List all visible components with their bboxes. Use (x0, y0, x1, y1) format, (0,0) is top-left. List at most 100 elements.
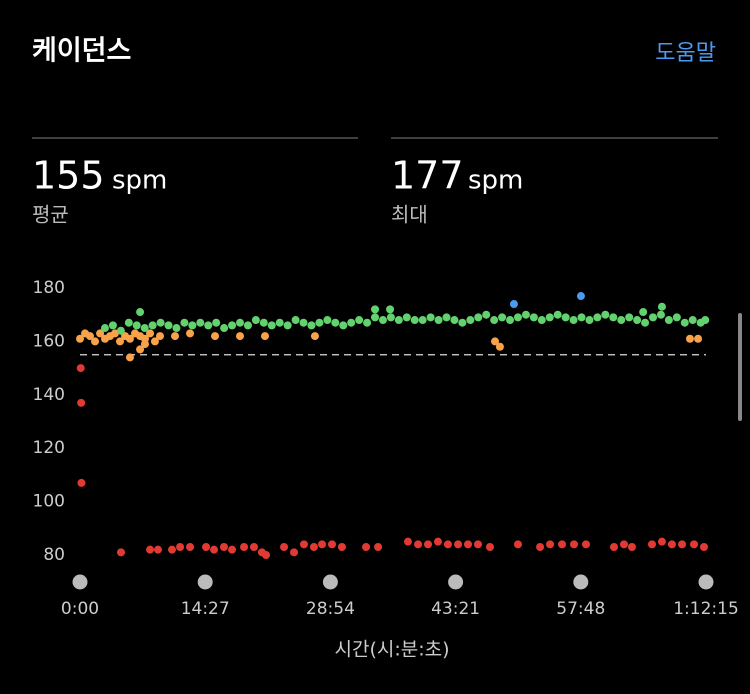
data-point (386, 305, 395, 314)
data-point (146, 545, 155, 554)
data-point (639, 308, 648, 317)
x-tick-label: 28:54 (306, 599, 355, 619)
data-point (318, 540, 327, 549)
stat-value: 177 (391, 154, 464, 198)
y-tick-label: 140 (33, 385, 65, 405)
data-point (146, 329, 155, 338)
data-point (593, 313, 602, 322)
data-point (546, 540, 555, 549)
data-point (260, 332, 269, 341)
x-tick-dot (197, 574, 213, 590)
data-point (498, 313, 507, 322)
data-point (186, 542, 195, 551)
stat-unit: spm (468, 166, 523, 196)
data-point (299, 318, 308, 327)
data-point (569, 316, 578, 325)
data-point (609, 313, 618, 322)
data-point (424, 540, 433, 549)
data-point (464, 540, 473, 549)
data-point (473, 540, 482, 549)
data-point (664, 316, 673, 325)
data-point (649, 313, 658, 322)
data-point (491, 337, 500, 346)
data-point (617, 316, 626, 325)
data-point (211, 332, 220, 341)
data-point (136, 308, 145, 317)
data-point (339, 321, 348, 330)
stat-unit: spm (112, 166, 167, 196)
data-point (171, 332, 180, 341)
data-point (156, 318, 165, 327)
x-tick-label: 57:48 (556, 599, 605, 619)
data-point (495, 342, 504, 351)
data-point (236, 332, 245, 341)
data-point (85, 332, 94, 341)
data-point (688, 316, 697, 325)
data-point (91, 337, 100, 346)
x-tick-dot (698, 574, 714, 590)
y-tick-label: 160 (33, 331, 65, 351)
data-point (371, 305, 380, 314)
data-point (537, 316, 546, 325)
data-point (310, 332, 319, 341)
y-tick-label: 80 (43, 545, 65, 565)
data-point (386, 313, 395, 322)
data-point (553, 310, 562, 319)
data-point (466, 316, 475, 325)
data-point (212, 318, 221, 327)
data-point (474, 313, 483, 322)
data-point (371, 313, 380, 322)
data-point (545, 313, 554, 322)
stat-value: 155 (32, 154, 105, 198)
data-point (125, 353, 134, 362)
help-link[interactable]: 도움말 (655, 41, 716, 66)
data-point (442, 313, 451, 322)
data-point (625, 313, 634, 322)
data-point (290, 548, 299, 557)
data-point (601, 310, 610, 319)
data-point (267, 321, 276, 330)
data-point (275, 318, 284, 327)
data-point (656, 310, 665, 319)
data-point (251, 316, 260, 325)
data-point (204, 321, 213, 330)
data-point (180, 318, 189, 327)
data-point (561, 313, 570, 322)
data-point (433, 537, 442, 546)
data-point (585, 316, 594, 325)
scrollbar (738, 313, 742, 421)
data-point (261, 551, 270, 560)
data-point (327, 540, 336, 549)
data-point (690, 540, 699, 549)
data-point (627, 542, 636, 551)
data-point (228, 545, 237, 554)
data-point (100, 324, 109, 333)
x-tick-dot (72, 574, 88, 590)
x-tick-dot (573, 574, 589, 590)
data-point (176, 542, 185, 551)
data-point (153, 545, 162, 554)
data-point (570, 540, 579, 549)
data-point (362, 542, 371, 551)
data-point (647, 540, 656, 549)
data-point (315, 318, 324, 327)
data-point (558, 540, 567, 549)
data-point (443, 540, 452, 549)
data-point (576, 292, 585, 301)
data-point (685, 334, 694, 343)
data-point (220, 324, 229, 333)
y-tick-label: 120 (33, 438, 65, 458)
data-point (485, 542, 494, 551)
data-point (323, 316, 332, 325)
data-point (363, 318, 372, 327)
y-tick-label: 100 (33, 492, 65, 512)
data-point (76, 334, 84, 343)
data-point (186, 329, 195, 338)
data-point (219, 542, 228, 551)
data-point (125, 334, 134, 343)
data-point (414, 540, 423, 549)
data-point (521, 310, 530, 319)
data-point (454, 540, 463, 549)
x-tick-label: 1:12:15 (673, 599, 739, 619)
data-point (672, 313, 681, 322)
